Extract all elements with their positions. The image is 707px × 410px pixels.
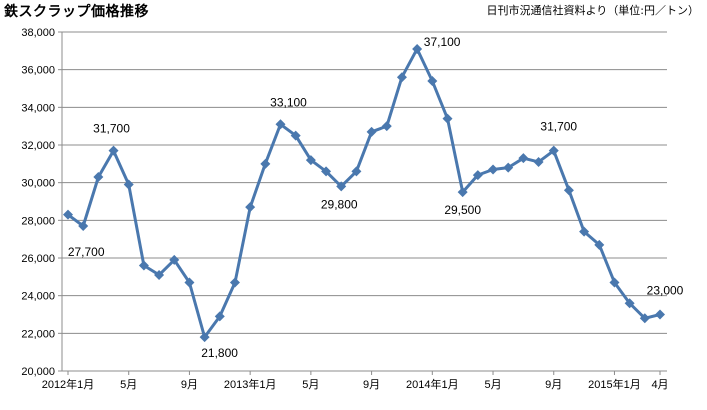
data-label: 21,800: [201, 346, 238, 360]
data-point: [609, 277, 620, 288]
y-tick-label: 30,000: [21, 178, 55, 190]
chart-title: 鉄スクラップ価格推移: [4, 4, 149, 20]
data-label: 31,700: [93, 122, 130, 136]
series-line: [67, 47, 661, 339]
series-layer: [63, 43, 665, 343]
data-point: [93, 172, 104, 183]
x-tick-label: 2013年1月: [224, 377, 277, 391]
data-label: 29,800: [321, 197, 358, 211]
data-point: [123, 179, 134, 190]
x-tick-label: 5月: [120, 379, 137, 391]
data-point: [78, 220, 89, 231]
y-tick-label: 20,000: [21, 366, 55, 378]
data-point: [563, 185, 574, 196]
data-label: 33,100: [270, 95, 307, 109]
data-point: [290, 130, 301, 141]
data-point: [214, 311, 225, 322]
data-point: [412, 43, 423, 54]
y-tick-label: 38,000: [21, 27, 55, 39]
y-tick-label: 24,000: [21, 291, 55, 303]
y-axis: 20,000 22,000 24,000 26,000 28,000 30,000 32,0…: [21, 27, 63, 378]
y-tick-label: 28,000: [21, 215, 55, 227]
data-point: [275, 119, 286, 130]
data-point: [321, 166, 332, 177]
data-point: [229, 277, 240, 288]
data-labels: 27,700 31,700 21,800 33,100 29,800 37,100 29,5…: [68, 35, 684, 360]
y-tick-label: 36,000: [21, 65, 55, 77]
data-label: 27,700: [68, 245, 105, 259]
x-tick-label: 4月: [651, 379, 668, 391]
data-point: [351, 166, 362, 177]
x-axis: 2012年1月 5月 9月 2013年1月 5月 9月 2014年1月 5月 9月 2015年1月…: [42, 370, 669, 391]
data-point: [245, 202, 256, 213]
data-point: [305, 155, 316, 166]
x-tick-label: 2015年1月: [588, 377, 641, 391]
data-point: [63, 209, 73, 220]
data-point: [366, 126, 377, 137]
data-point: [594, 239, 605, 250]
x-tick-label: 2012年1月: [42, 377, 95, 391]
data-point: [457, 187, 468, 198]
data-point: [518, 153, 529, 164]
data-point: [503, 162, 514, 173]
y-tick-label: 32,000: [21, 140, 55, 152]
x-tick-label: 9月: [363, 379, 380, 391]
data-label: 37,100: [424, 35, 461, 49]
data-label: 29,500: [444, 203, 481, 217]
data-point: [639, 313, 650, 324]
data-point: [154, 269, 165, 280]
data-point: [199, 332, 210, 343]
y-tick-label: 34,000: [21, 102, 55, 114]
data-label: 23,000: [647, 284, 684, 298]
data-label: 31,700: [540, 120, 577, 134]
data-point: [396, 72, 407, 83]
data-point: [108, 145, 119, 156]
data-point: [260, 158, 271, 169]
data-point: [381, 121, 392, 132]
x-tick-label: 9月: [181, 379, 198, 391]
data-point: [533, 156, 544, 167]
data-point: [138, 260, 149, 271]
data-point: [184, 277, 195, 288]
x-tick-label: 9月: [545, 379, 562, 391]
data-point: [169, 254, 180, 265]
data-point: [624, 298, 635, 309]
data-point: [427, 75, 438, 86]
data-point: [548, 145, 559, 156]
y-tick-label: 22,000: [21, 328, 55, 340]
data-point: [472, 170, 483, 181]
x-tick-label: 5月: [484, 379, 501, 391]
source-note: 日刊市況通信社資料より（単位:円／トン）: [486, 4, 700, 17]
data-point: [442, 113, 453, 124]
data-point: [336, 181, 347, 192]
grid-lines: [62, 31, 667, 372]
x-tick-label: 5月: [302, 379, 319, 391]
x-tick-label: 2014年1月: [406, 377, 459, 391]
data-point: [655, 309, 665, 320]
y-tick-label: 26,000: [21, 253, 55, 265]
data-point: [579, 226, 590, 237]
data-point: [488, 164, 499, 175]
